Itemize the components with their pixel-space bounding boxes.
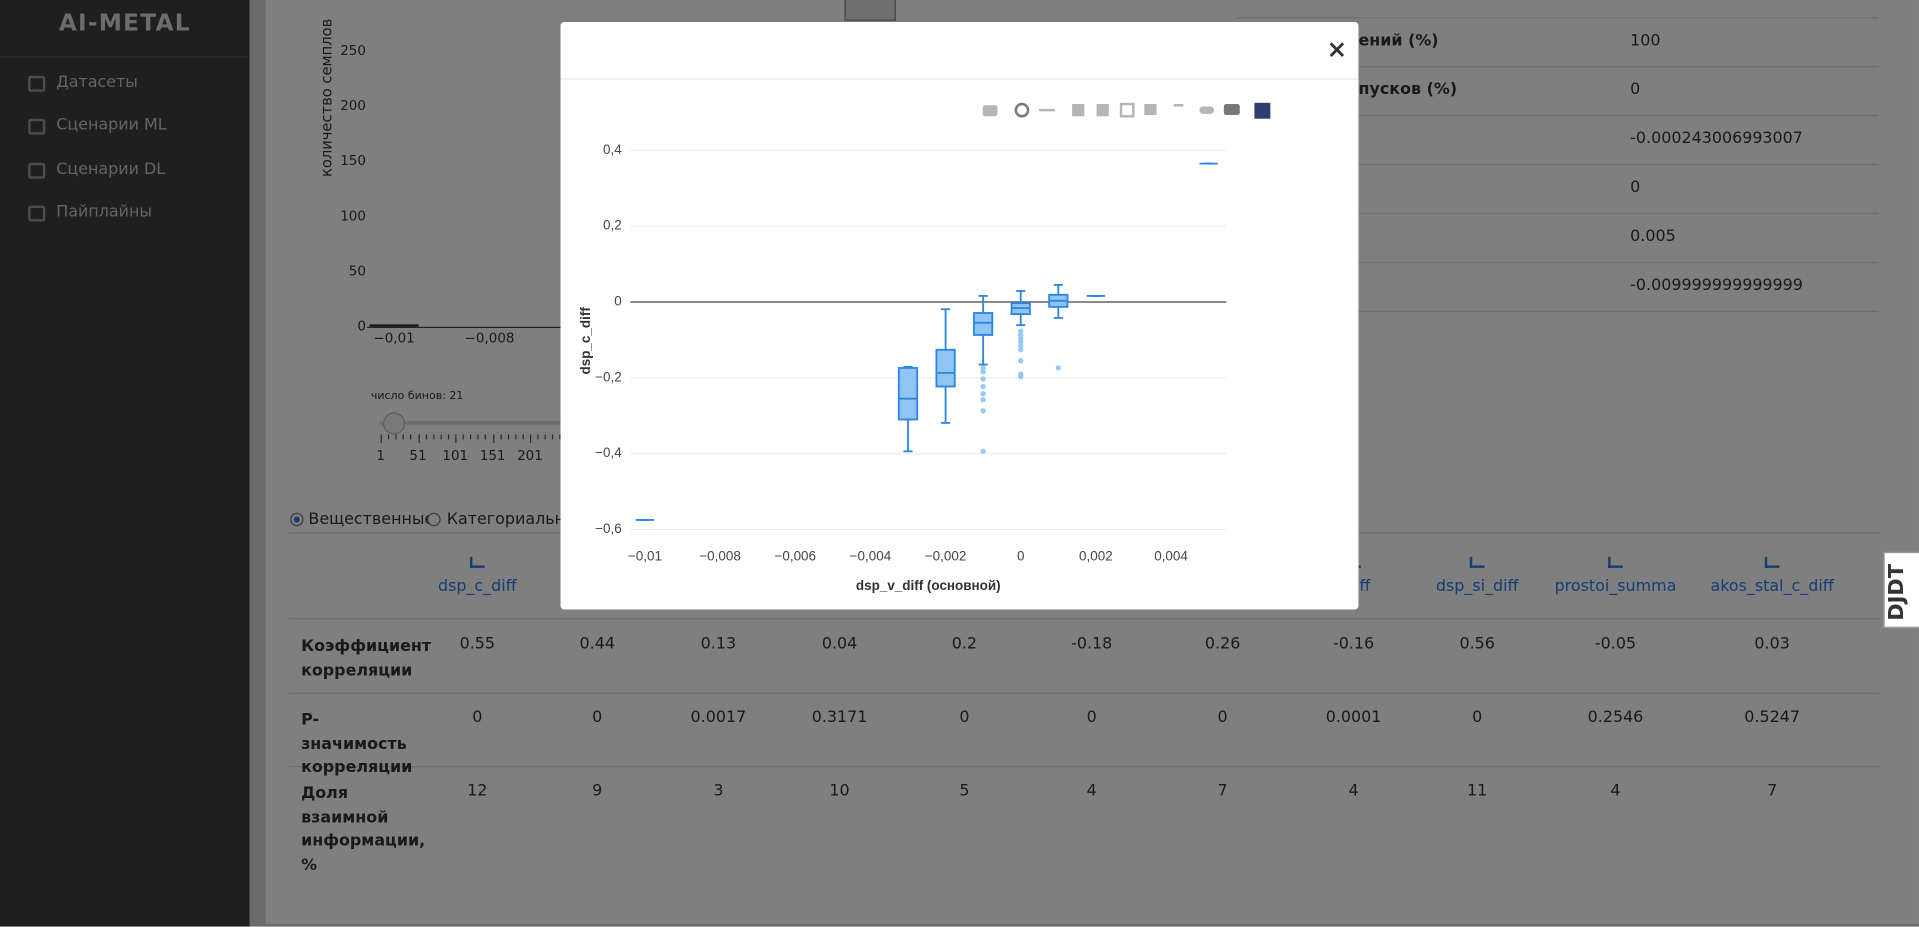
x-tick-label: −0,006 <box>774 548 816 563</box>
outlier <box>1018 343 1024 349</box>
y-tick-label: −0,4 <box>595 445 622 460</box>
spike-icon[interactable] <box>1173 104 1184 107</box>
outlier <box>1018 339 1024 345</box>
outlier <box>1018 332 1024 338</box>
outlier <box>980 383 986 390</box>
djdt-label: DJDT <box>1884 564 1910 621</box>
zoom-in-icon[interactable] <box>1072 104 1085 117</box>
y-axis-title: dsp_c_diff <box>578 307 593 375</box>
toolbar <box>982 102 1271 119</box>
autoscale-icon[interactable] <box>1119 102 1135 118</box>
box-chart: −0,6 −0,4 −0,2 0 0,2 0,4 −0,01 −0,008 −0,006 −0,0… <box>578 102 1271 593</box>
x-tick-label: −0,004 <box>850 548 892 563</box>
x-tick-label: −0,01 <box>628 548 662 563</box>
outlier <box>980 376 986 382</box>
outlier <box>1018 347 1024 353</box>
box <box>973 312 994 336</box>
y-tick-label: −0,6 <box>595 521 622 536</box>
outlier <box>980 369 986 375</box>
outlier <box>980 391 986 397</box>
outlier <box>1018 358 1024 364</box>
outlier <box>1055 365 1062 371</box>
y-tick-label: 0,4 <box>603 142 622 157</box>
hover-closest-icon[interactable] <box>1199 106 1215 114</box>
plotly-logo[interactable] <box>1254 102 1271 119</box>
camera-icon[interactable] <box>982 105 998 117</box>
pan-icon[interactable] <box>1039 108 1055 112</box>
modal-header-divider <box>560 78 1359 80</box>
y-tick-label: 0,2 <box>603 218 622 233</box>
djdt-tab[interactable]: DJDT <box>1883 551 1919 628</box>
home-icon[interactable] <box>1144 104 1157 116</box>
modal: × −0,6 −0,4 −0,2 0 0,2 0,4 −0,01 −0,008 −0,006 −0… <box>560 22 1359 610</box>
outlier <box>1018 373 1024 380</box>
outlier <box>1018 328 1024 334</box>
x-tick-label: 0,004 <box>1154 548 1188 563</box>
outlier <box>980 408 986 414</box>
x-tick-label: 0 <box>1017 548 1024 563</box>
box <box>897 367 919 421</box>
y-tick-label: −0,2 <box>595 369 622 384</box>
y-tick-label: 0 <box>614 294 621 309</box>
zoom-out-icon[interactable] <box>1096 104 1109 117</box>
x-tick-label: 0,002 <box>1079 548 1113 563</box>
box <box>935 348 956 388</box>
outlier <box>980 448 986 455</box>
hover-compare-icon[interactable] <box>1223 104 1240 116</box>
modal-close[interactable]: × <box>1326 34 1348 64</box>
x-tick-label: −0,002 <box>925 548 967 563</box>
zoom-icon[interactable] <box>1014 102 1030 118</box>
outlier <box>980 365 986 371</box>
outlier <box>980 397 986 403</box>
x-axis-title: dsp_v_diff (основной) <box>856 578 1001 593</box>
x-tick-label: −0,008 <box>699 548 741 563</box>
